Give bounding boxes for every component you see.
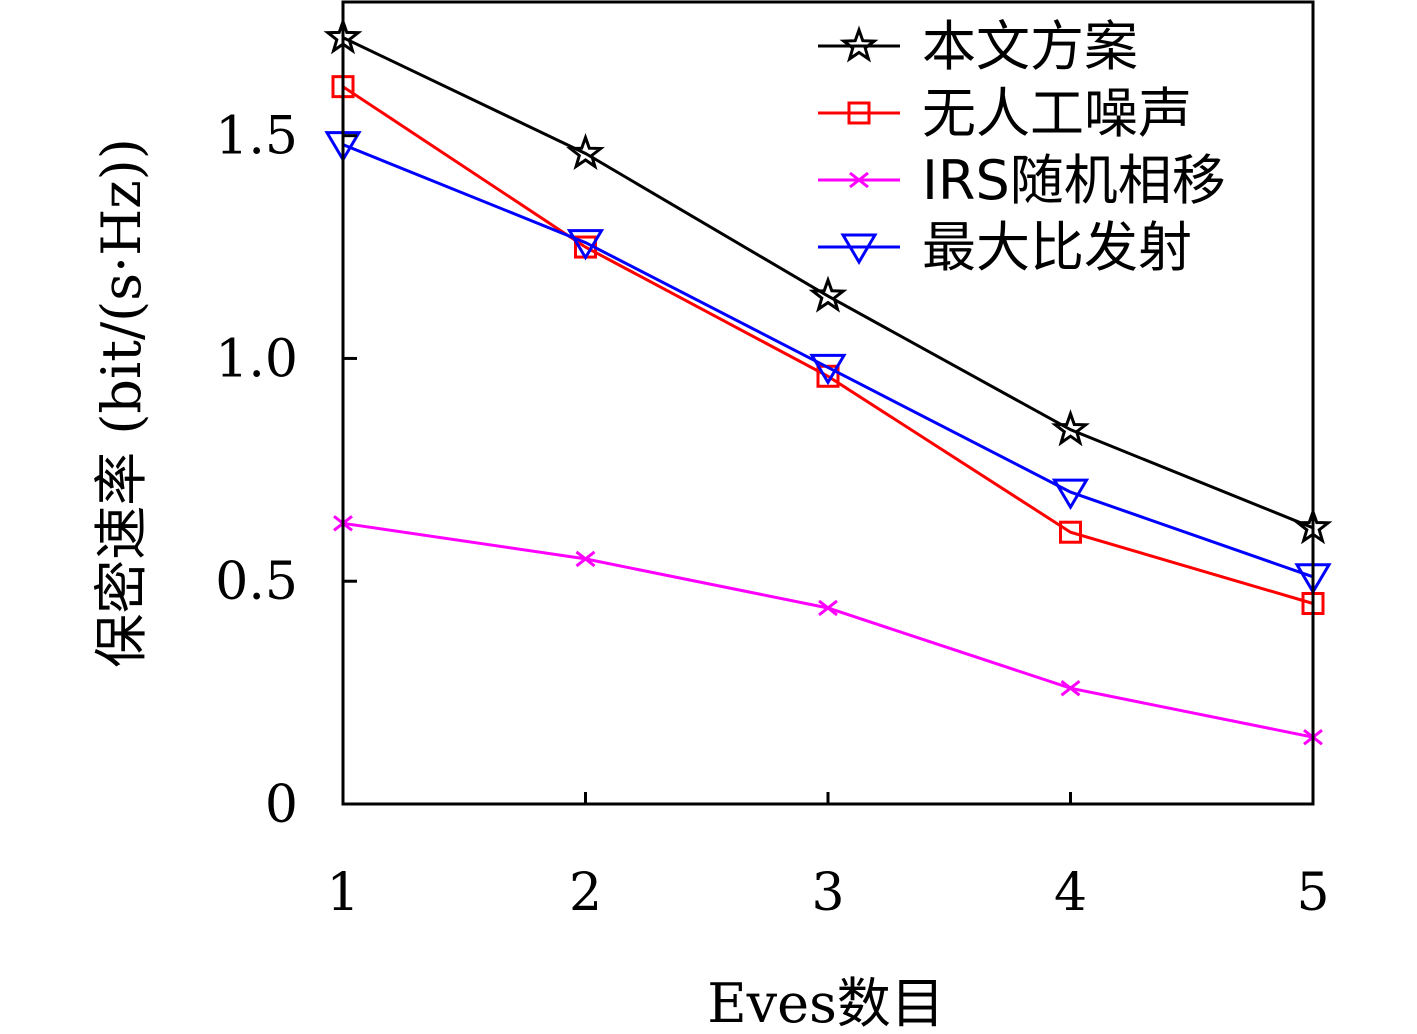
series-4 xyxy=(324,131,1332,595)
legend-entry: 最大比发射 xyxy=(818,216,1192,279)
data-point-marker xyxy=(809,353,847,386)
data-point-marker xyxy=(818,599,838,617)
x-tick-label: 2 xyxy=(569,863,602,923)
legend-marker xyxy=(849,171,869,189)
series-line xyxy=(342,36,1314,530)
x-tick-label: 5 xyxy=(1296,863,1329,923)
legend-entry: IRS随机相移 xyxy=(818,149,1226,212)
data-point-marker xyxy=(566,229,605,261)
legend-marker xyxy=(839,25,879,63)
legend-label: IRS随机相移 xyxy=(922,149,1226,212)
legend-marker xyxy=(840,233,878,265)
series-line xyxy=(342,143,1314,579)
x-tick-label: 1 xyxy=(326,863,359,923)
y-tick-label: 1.0 xyxy=(215,329,298,389)
x-axis-title: Eves数目 xyxy=(707,972,945,1034)
series-3 xyxy=(333,515,1323,746)
legend-marker xyxy=(847,101,871,125)
series-line xyxy=(342,85,1314,605)
legend-entry: 本文方案 xyxy=(818,15,1138,78)
y-axis-title: 保密速率 (bit/(s·Hz)) xyxy=(90,138,153,668)
legend-entry: 无人工噪声 xyxy=(818,82,1192,145)
y-tick-label: 1.5 xyxy=(215,107,298,167)
data-point-marker xyxy=(1051,478,1090,511)
x-axis-ticks: 1 2 3 4 5 xyxy=(326,792,1330,923)
y-tick-label: 0.5 xyxy=(215,552,298,612)
y-tick-label: 0 xyxy=(265,775,298,835)
data-point-marker xyxy=(566,133,605,170)
legend-label: 本文方案 xyxy=(922,15,1138,78)
y-axis-ticks: 0 0.5 1.0 1.5 xyxy=(215,107,357,835)
legend-label: 最大比发射 xyxy=(922,216,1192,279)
plot-layer xyxy=(323,17,1333,746)
data-point-marker xyxy=(1059,520,1082,544)
data-point-marker xyxy=(808,275,848,313)
data-point-marker xyxy=(575,550,596,568)
x-tick-label: 3 xyxy=(811,863,844,923)
x-tick-label: 4 xyxy=(1054,863,1087,923)
legend-label: 无人工噪声 xyxy=(922,82,1192,145)
series-line xyxy=(342,521,1314,739)
data-point-marker xyxy=(1051,409,1090,447)
data-point-marker xyxy=(1060,679,1081,697)
